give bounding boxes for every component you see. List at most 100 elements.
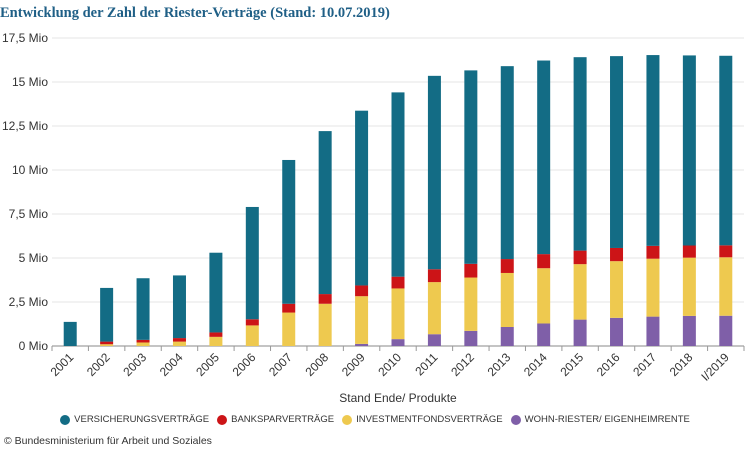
bar-segment	[100, 287, 114, 342]
bar-segment	[245, 206, 259, 320]
bar-segment	[719, 55, 733, 246]
bar-segment	[391, 276, 405, 289]
bar-segment	[464, 263, 478, 278]
bar-segment	[682, 315, 696, 346]
bar-segment	[537, 60, 551, 255]
bar-segment	[610, 317, 624, 346]
bar-segment	[500, 326, 514, 346]
legend-dot-icon	[60, 414, 71, 425]
x-tick-label: 2005	[193, 350, 222, 379]
bar-segment	[282, 303, 296, 313]
bar-segment	[100, 344, 114, 346]
bar-segment	[136, 339, 150, 343]
chart-legend: VERSICHERUNGSVERTRÄGE BANKSPARVERTRÄGE I…	[0, 414, 750, 425]
y-tick-label: 17,5 Mio	[2, 31, 48, 45]
y-tick-label: 12,5 Mio	[2, 119, 48, 133]
x-tick-label: 2012	[448, 350, 477, 379]
bar-segment	[500, 66, 514, 260]
legend-label: INVESTMENTFONDSVERTRÄGE	[356, 414, 503, 425]
legend-item-versicherung[interactable]: VERSICHERUNGSVERTRÄGE	[60, 414, 209, 425]
bar-segment	[355, 110, 369, 286]
x-tick-label: 2001	[48, 350, 77, 379]
x-tick-label: 2014	[521, 350, 550, 379]
bar-segment	[355, 296, 369, 344]
x-tick-label: 2013	[485, 350, 514, 379]
x-tick-label: 2009	[339, 350, 368, 379]
y-tick-label: 5 Mio	[19, 251, 49, 265]
x-tick-label: 2017	[630, 350, 659, 379]
y-tick-label: 10 Mio	[12, 163, 48, 177]
bar-segment	[355, 343, 369, 346]
bar-segment	[682, 245, 696, 258]
bar-segment	[282, 312, 296, 346]
bar-segment	[100, 341, 114, 345]
legend-label: WOHN-RIESTER/ EIGENHEIMRENTE	[524, 414, 690, 425]
bar-segment	[318, 303, 332, 346]
x-tick-label: 2003	[120, 350, 149, 379]
legend-dot-icon	[342, 414, 353, 425]
bar-segment	[719, 315, 733, 346]
bar-segment	[573, 57, 587, 251]
bar-segment	[209, 252, 223, 333]
bar-segment	[245, 325, 259, 346]
bar-segment	[136, 278, 150, 340]
bar-segment	[610, 247, 624, 262]
bar-segment	[646, 245, 660, 259]
bar-segment	[172, 341, 186, 346]
y-tick-label: 7,5 Mio	[9, 207, 49, 221]
x-tick-label: 2008	[302, 350, 331, 379]
bar-segment	[573, 264, 587, 320]
bar-segment	[427, 75, 441, 270]
bar-segment	[427, 282, 441, 335]
bar-segment	[63, 321, 77, 346]
bar-segment	[610, 261, 624, 318]
bar-segment	[464, 330, 478, 346]
bar-segment	[136, 342, 150, 346]
bar-segment	[537, 268, 551, 324]
bar-segment	[537, 323, 551, 346]
bar-segment	[427, 334, 441, 346]
bar-segment	[500, 272, 514, 327]
y-tick-label: 0 Mio	[19, 339, 49, 353]
bar-segment	[427, 269, 441, 283]
chart-title: Entwicklung der Zahl der Riester-Verträg…	[0, 5, 390, 21]
x-tick-label: 2004	[157, 350, 186, 379]
bar-segment	[500, 259, 514, 273]
bar-segment	[646, 55, 660, 246]
bar-segment	[209, 336, 223, 346]
y-tick-label: 2,5 Mio	[9, 295, 49, 309]
bar-segment	[646, 316, 660, 346]
legend-dot-icon	[510, 414, 521, 425]
legend-label: BANKSPARVERTRÄGE	[231, 414, 335, 425]
bar-segment	[719, 257, 733, 316]
x-tick-label: 2006	[230, 350, 259, 379]
bar-segment	[537, 254, 551, 269]
bar-segment	[209, 332, 223, 337]
bar-segment	[172, 275, 186, 339]
legend-item-wohn-riester[interactable]: WOHN-RIESTER/ EIGENHEIMRENTE	[510, 414, 690, 425]
bar-segment	[719, 245, 733, 258]
bar-segment	[391, 288, 405, 340]
x-axis-title: Stand Ende/ Produkte	[339, 391, 457, 405]
bar-segment	[245, 319, 259, 326]
legend-item-investmentfonds[interactable]: INVESTMENTFONDSVERTRÄGE	[342, 414, 503, 425]
bar-segment	[464, 70, 478, 264]
bar-segment	[282, 159, 296, 304]
bar-segment	[318, 131, 332, 295]
x-tick-label: 2015	[557, 350, 586, 379]
legend-item-banksparen[interactable]: BANKSPARVERTRÄGE	[217, 414, 334, 425]
y-tick-label: 15 Mio	[12, 75, 48, 89]
bar-segment	[646, 258, 660, 317]
x-tick-label: I/2019	[698, 350, 732, 384]
x-tick-label: 2002	[84, 350, 113, 379]
bar-segment	[573, 250, 587, 265]
bar-segment	[464, 277, 478, 331]
legend-dot-icon	[217, 414, 228, 425]
bar-segment	[573, 319, 587, 346]
x-tick-label: 2018	[667, 350, 696, 379]
bar-segment	[682, 257, 696, 316]
bar-segment	[391, 339, 405, 346]
bar-segment	[318, 294, 332, 304]
bar-segment	[682, 55, 696, 246]
x-tick-label: 2011	[412, 350, 440, 378]
